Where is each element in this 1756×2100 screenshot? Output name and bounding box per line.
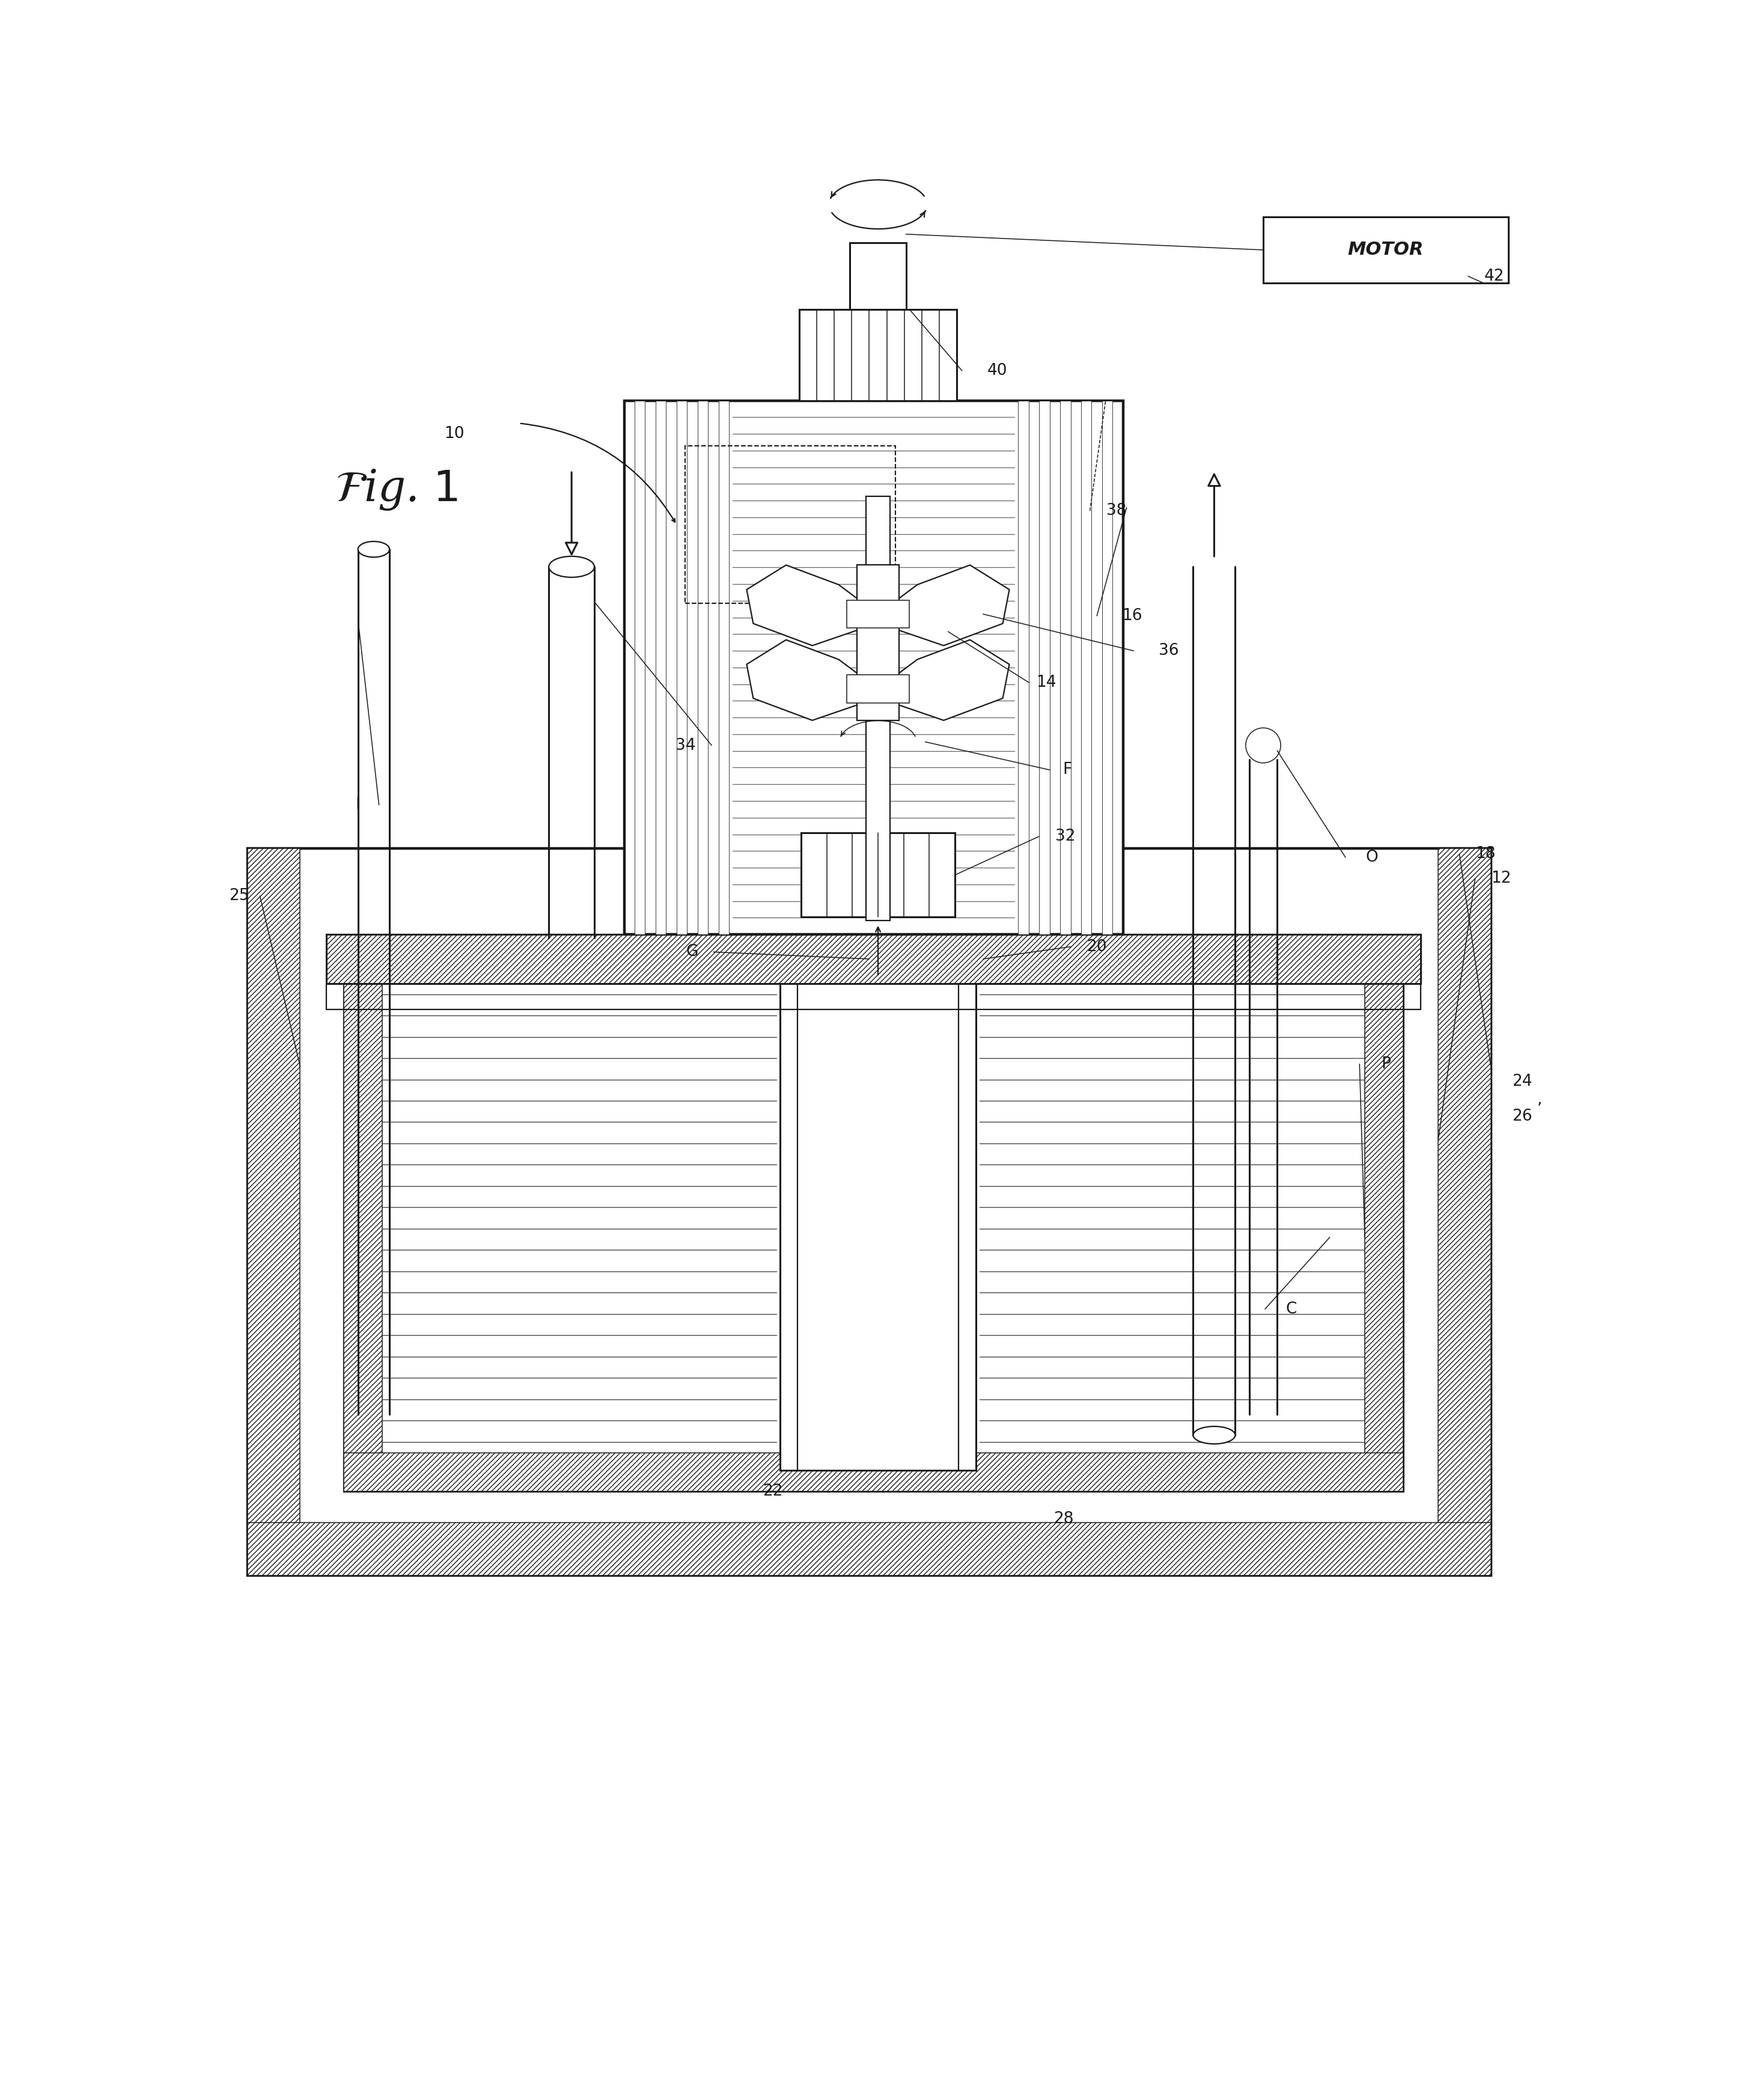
- Bar: [857, 565, 899, 720]
- Text: G: G: [687, 945, 699, 960]
- Text: 28: 28: [1054, 1512, 1073, 1527]
- Ellipse shape: [1192, 1426, 1234, 1445]
- Polygon shape: [746, 640, 878, 720]
- Text: 10: 10: [444, 426, 464, 441]
- Polygon shape: [878, 565, 1010, 645]
- Bar: [697, 401, 708, 935]
- Bar: [718, 401, 729, 935]
- Bar: [344, 983, 1403, 1491]
- Text: $\mathcal{F}$ig. $\it{1}$: $\mathcal{F}$ig. $\it{1}$: [335, 468, 458, 512]
- Bar: [344, 953, 1403, 983]
- Text: P: P: [1380, 1056, 1391, 1071]
- Text: 16: 16: [1122, 609, 1141, 624]
- Text: C: C: [1285, 1302, 1296, 1317]
- Circle shape: [1245, 729, 1280, 762]
- Polygon shape: [878, 640, 1010, 720]
- Text: 24: 24: [1512, 1073, 1533, 1090]
- Bar: [1018, 401, 1029, 935]
- Bar: [1364, 983, 1403, 1491]
- Text: 40: 40: [987, 363, 1008, 378]
- Bar: [846, 601, 910, 628]
- Bar: [1040, 401, 1050, 935]
- Bar: [1263, 216, 1508, 284]
- Text: 18: 18: [1475, 846, 1496, 861]
- Bar: [799, 309, 957, 401]
- Bar: [248, 848, 1491, 1575]
- Bar: [634, 401, 644, 935]
- Bar: [344, 983, 383, 1491]
- Text: MOTOR: MOTOR: [1349, 242, 1424, 258]
- Text: 20: 20: [1087, 939, 1106, 956]
- Bar: [248, 1522, 1491, 1575]
- Text: ,: ,: [1536, 1092, 1542, 1107]
- Text: 26: 26: [1512, 1109, 1533, 1124]
- Bar: [327, 935, 1421, 983]
- Text: 34: 34: [676, 737, 695, 754]
- Bar: [1082, 401, 1092, 935]
- Text: 22: 22: [762, 1483, 783, 1499]
- Text: 25: 25: [228, 888, 249, 903]
- Bar: [780, 918, 976, 1470]
- Bar: [1438, 848, 1491, 1575]
- Bar: [846, 674, 910, 704]
- Ellipse shape: [550, 557, 594, 578]
- Text: 36: 36: [1159, 643, 1178, 659]
- Bar: [623, 401, 1124, 935]
- Text: 12: 12: [1491, 872, 1512, 886]
- Bar: [1103, 401, 1113, 935]
- Text: 32: 32: [1055, 830, 1075, 844]
- Ellipse shape: [358, 542, 390, 557]
- Bar: [1061, 401, 1071, 935]
- Bar: [850, 244, 906, 309]
- Text: 38: 38: [1106, 504, 1126, 519]
- Text: 14: 14: [1036, 674, 1055, 691]
- Bar: [655, 401, 666, 935]
- Bar: [248, 848, 300, 1575]
- Bar: [866, 496, 890, 920]
- Bar: [685, 445, 896, 603]
- Text: 42: 42: [1484, 269, 1505, 284]
- Text: F: F: [1062, 762, 1071, 777]
- Bar: [344, 1453, 1403, 1491]
- Text: O: O: [1366, 851, 1378, 865]
- Text: I: I: [355, 798, 360, 813]
- Bar: [801, 834, 955, 918]
- Polygon shape: [746, 565, 878, 645]
- Bar: [676, 401, 687, 935]
